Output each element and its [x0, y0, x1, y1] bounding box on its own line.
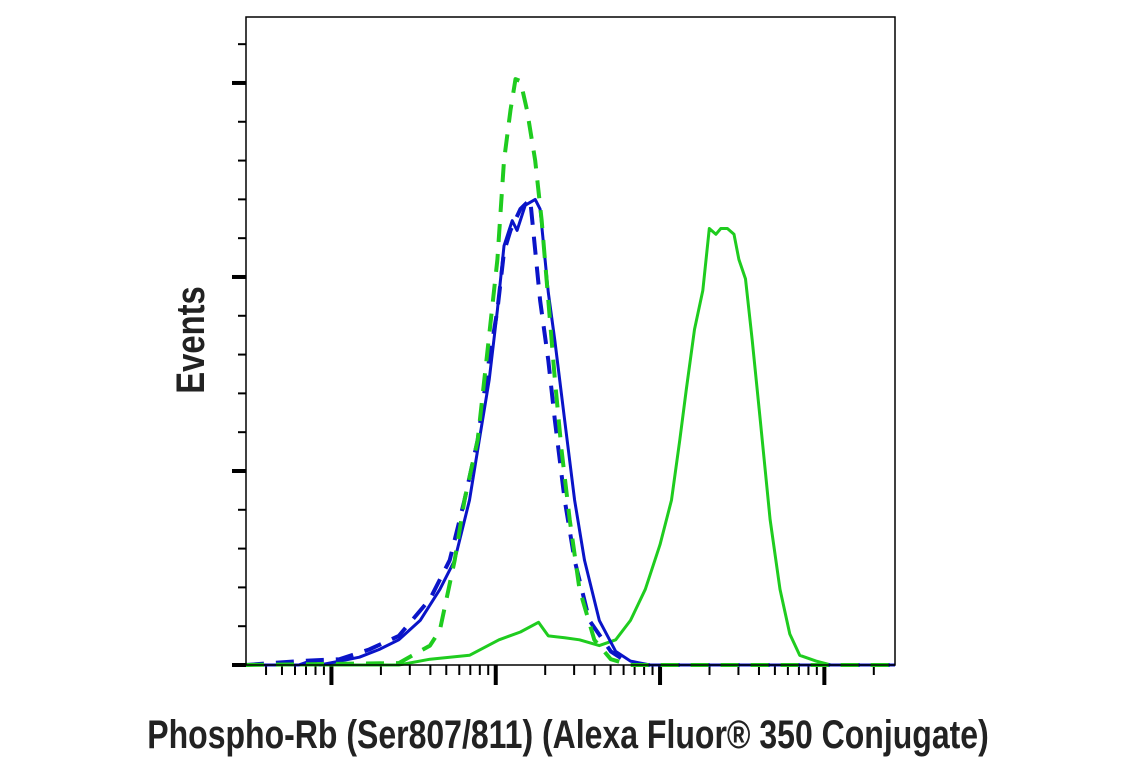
series-treated-solid-blue [246, 197, 895, 667]
y-axis-label: Events [168, 286, 213, 394]
series-control-dashed-green [245, 77, 895, 667]
plot-frame [245, 16, 896, 666]
histogram-curves [245, 77, 895, 667]
axis-ticks [232, 43, 875, 685]
series-control-dashed-blue [245, 197, 895, 667]
series-treated-solid-green [246, 227, 895, 667]
x-axis-label: Phospho-Rb (Ser807/811) (Alexa Fluor® 35… [147, 712, 988, 757]
